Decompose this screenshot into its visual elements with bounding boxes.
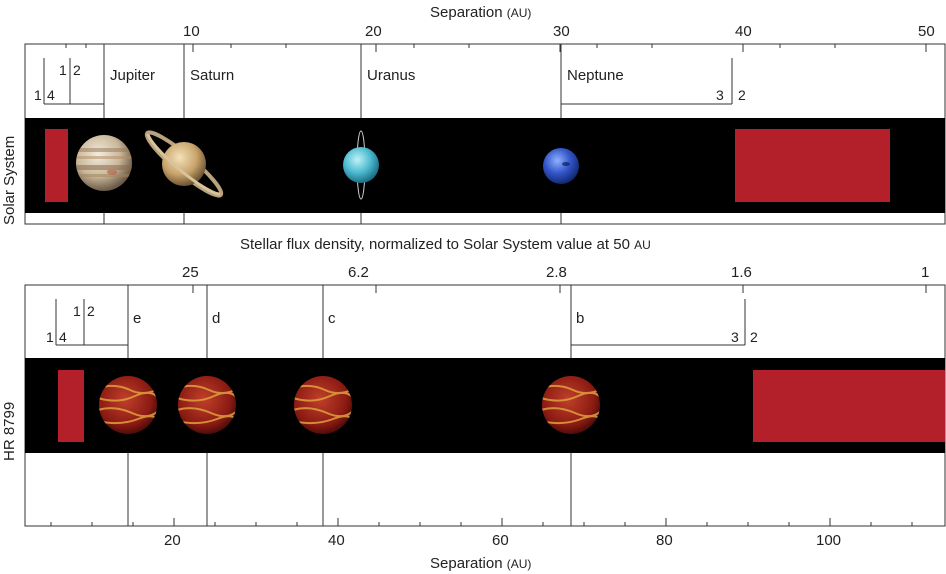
outer-resonance-bracket: 3 2 [561,58,746,105]
flux-tick-label: 2.8 [546,264,567,281]
bottom-tick-label: 60 [492,532,509,549]
planet-label-b: b [576,310,584,327]
kuiper-belt [735,129,890,202]
exoplanet-b-icon [542,376,600,434]
planet-label-d: d [212,310,220,327]
flux-title: Stellar flux density, normalized to Sola… [240,236,651,253]
resonance-number: 1 [73,303,81,319]
top-tick-label: 20 [365,23,382,40]
asteroid-belt [45,129,68,202]
solar-system-panel: Separation (AU) 10 20 30 40 50 Solar Sys… [1,4,946,225]
resonance-number: 3 [716,87,724,103]
flux-tick-label: 1 [921,264,929,281]
flux-tick-label: 25 [182,264,199,281]
flux-scale: Stellar flux density, normalized to Sola… [182,236,929,281]
inner-debris-belt [58,370,84,442]
top-tick-label: 10 [183,23,200,40]
resonance-number: 2 [750,329,758,345]
inner-resonance-bracket: 1 4 1 2 [46,299,128,346]
planet-label-jupiter: Jupiter [110,67,155,84]
resonance-number: 2 [73,62,81,78]
planet-label-saturn: Saturn [190,67,234,84]
top-tick-label: 50 [918,23,935,40]
bottom-tick-label: 80 [656,532,673,549]
neptune-icon [543,148,579,184]
hr8799-panel: HR 8799 1 4 1 2 3 2 e d c b [1,284,946,572]
top-axis-tick-labels: 10 20 30 40 50 [183,23,935,40]
planet-label-neptune: Neptune [567,67,624,84]
top-tick-label: 40 [735,23,752,40]
top-axis-ticks [65,44,927,52]
resonance-number: 1 [59,62,67,78]
uranus-icon [343,130,379,200]
bottom-tick-label: 40 [328,532,345,549]
outer-debris-belt [753,370,945,442]
planet-label-c: c [328,310,336,327]
resonance-number: 4 [47,87,55,103]
bottom-axis-tick-labels: 20 40 60 80 100 [164,532,841,549]
exoplanet-c-icon [294,376,352,434]
planet-label-e: e [133,310,141,327]
jupiter-icon [76,135,132,191]
resonance-number: 1 [34,87,42,103]
flux-axis-ticks [192,285,927,293]
bottom-axis-title: Separation (AU) [430,555,531,572]
exoplanet-e-icon [99,376,157,434]
bottom-tick-label: 100 [816,532,841,549]
resonance-number: 2 [87,303,95,319]
resonance-number: 3 [731,329,739,345]
planet-label-uranus: Uranus [367,67,415,84]
solar-system-side-label: Solar System [1,136,18,225]
top-axis-title: Separation (AU) [430,4,531,21]
hr8799-side-label: HR 8799 [1,402,18,461]
resonance-number: 1 [46,329,54,345]
saturn-icon [144,130,224,198]
flux-tick-label: 1.6 [731,264,752,281]
resonance-number: 2 [738,87,746,103]
flux-tick-label: 6.2 [348,264,369,281]
top-tick-label: 30 [553,23,570,40]
bottom-tick-label: 20 [164,532,181,549]
bottom-axis-ticks [50,518,913,526]
outer-resonance-bracket: 3 2 [571,299,758,346]
inner-resonance-bracket: 1 4 1 2 [34,58,104,105]
resonance-number: 4 [59,329,67,345]
